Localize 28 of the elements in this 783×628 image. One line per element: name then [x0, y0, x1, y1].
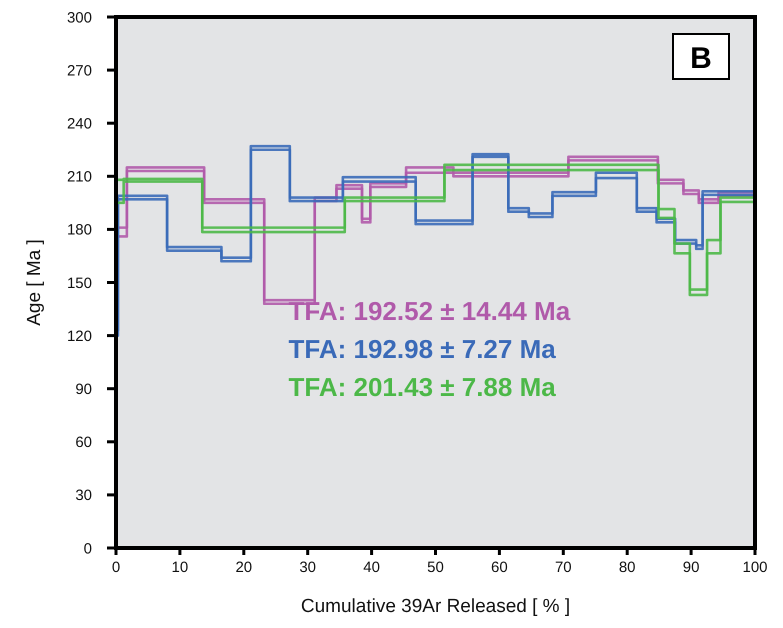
x-tick-label: 100 — [742, 559, 768, 576]
y-tick-label: 90 — [75, 380, 92, 398]
annotation: TFA: 192.52 ± 14.44 Ma — [288, 296, 571, 326]
x-tick-label: 0 — [112, 559, 120, 576]
y-tick-label: 60 — [75, 434, 92, 452]
annotation: TFA: 192.98 ± 7.27 Ma — [288, 334, 556, 364]
x-axis-title: Cumulative 39Ar Released [ % ] — [300, 596, 570, 617]
y-tick-label: 150 — [66, 274, 92, 292]
x-tick-label: 60 — [491, 559, 508, 576]
annotation: B — [690, 42, 712, 75]
x-tick-label: 70 — [554, 559, 572, 576]
x-tick-label: 90 — [682, 559, 700, 576]
x-tick-label: 40 — [363, 559, 380, 576]
y-tick-label: 240 — [66, 115, 92, 132]
x-tick-label: 10 — [172, 559, 188, 576]
annotation: TFA: 201.43 ± 7.88 Ma — [288, 372, 556, 402]
y-axis-title: Age [ Ma ] — [24, 239, 45, 326]
y-tick-label: 300 — [66, 9, 92, 26]
x-tick-label: 80 — [618, 559, 636, 576]
y-tick-label: 210 — [66, 168, 92, 186]
x-tick-label: 30 — [299, 559, 316, 576]
x-tick-label: 50 — [427, 559, 444, 576]
x-tick-label: 20 — [235, 559, 252, 576]
y-tick-label: 180 — [66, 222, 92, 239]
y-tick-label: 120 — [66, 328, 92, 345]
y-tick-label: 270 — [66, 62, 92, 80]
y-tick-label: 0 — [84, 540, 92, 558]
y-tick-label: 30 — [75, 487, 92, 504]
